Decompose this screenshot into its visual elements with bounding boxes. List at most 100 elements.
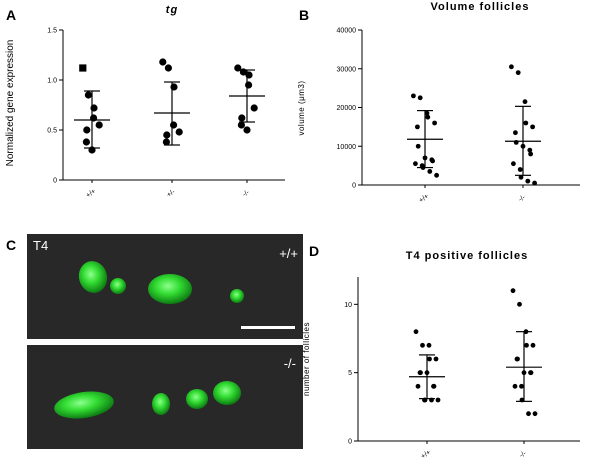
data-point	[431, 383, 437, 389]
x-tick-label: +/-	[166, 188, 177, 199]
data-point	[511, 161, 516, 167]
data-point	[175, 128, 183, 136]
data-point	[90, 104, 98, 112]
follicle-blob	[186, 389, 208, 409]
data-point	[162, 138, 170, 146]
follicle-blob	[213, 381, 241, 405]
data-point	[415, 124, 420, 130]
data-point	[518, 174, 524, 180]
data-point	[159, 58, 167, 66]
x-tick-label: -/-	[241, 189, 251, 199]
data-point	[532, 411, 538, 417]
data-point	[523, 329, 529, 335]
y-tick-label: 1.0	[47, 78, 57, 85]
data-point	[519, 397, 525, 403]
follicle-blob	[54, 391, 114, 419]
data-point	[523, 120, 529, 126]
x-tick-label: +/+	[418, 193, 430, 205]
data-point	[420, 342, 425, 348]
follicles-top	[78, 261, 244, 304]
chart-title: T4 positive follicles	[406, 250, 528, 262]
panel-letter-b: B	[299, 7, 309, 23]
chart-b: Volume follicles volume (μm3) 0 10000 20000 3…	[297, 1, 580, 205]
y-tick-label: 40000	[337, 28, 357, 35]
data-point	[524, 342, 529, 348]
data-point	[520, 143, 526, 149]
x-tick-label: +/+	[420, 449, 432, 461]
y-tick-label: 30000	[337, 66, 357, 73]
data-point	[90, 114, 98, 122]
chart-title: tg	[166, 4, 178, 16]
data-point	[434, 172, 439, 178]
panel-letter-d: D	[309, 243, 319, 259]
data-point	[170, 121, 178, 129]
x-tick-label: +/+	[85, 188, 97, 200]
y-tick-label: 0	[53, 178, 57, 185]
y-axis-label: volume (μm3)	[297, 80, 306, 135]
data-point	[420, 165, 426, 170]
chart-a: tg Normalized gene expression 0 0.5 1.0 1.5 +/…	[5, 4, 285, 200]
y-tick-label: 10	[344, 302, 352, 309]
y-axis-label: number of follicles	[302, 322, 311, 396]
data-point	[170, 83, 178, 91]
data-point	[432, 120, 437, 126]
y-tick-label: 1.5	[47, 28, 57, 35]
y-tick-label: 10000	[337, 144, 357, 151]
data-point	[413, 329, 419, 335]
micro-label-ko: -/-	[284, 356, 296, 371]
data-point	[417, 95, 423, 101]
data-point	[433, 356, 439, 362]
data-point	[424, 110, 430, 116]
data-point	[515, 70, 521, 76]
y-tick-label: 5	[348, 370, 352, 377]
data-point	[425, 114, 431, 120]
data-point	[513, 130, 518, 136]
data-point	[530, 124, 535, 130]
data-point	[526, 411, 531, 417]
data-point	[429, 397, 434, 403]
data-point	[239, 68, 247, 76]
data-point	[250, 104, 258, 112]
scale-bar	[241, 326, 295, 329]
y-tick-label: 0.5	[47, 128, 57, 135]
data-point	[411, 93, 416, 99]
data-point	[517, 167, 523, 172]
data-point	[418, 370, 423, 376]
data-point	[424, 370, 430, 376]
data-point	[83, 126, 91, 134]
x-tick-label: -/-	[518, 450, 528, 460]
chart-title: Volume follicles	[431, 1, 530, 13]
data-point	[528, 151, 533, 157]
y-tick-label: 0	[348, 439, 352, 446]
micro-label-wt: +/+	[279, 246, 298, 261]
data-point	[163, 131, 171, 139]
data-point	[245, 81, 253, 89]
data-point	[509, 64, 514, 70]
data-point	[435, 397, 441, 403]
data-point	[528, 370, 534, 376]
data-point	[415, 383, 421, 389]
data-point	[422, 397, 428, 403]
data-point	[243, 126, 251, 134]
follicle-blob	[152, 393, 170, 415]
data-point	[521, 370, 527, 376]
data-point	[88, 146, 96, 154]
data-point	[79, 64, 87, 72]
follicle-blob	[78, 261, 108, 293]
data-point	[527, 147, 533, 153]
data-point	[238, 114, 246, 122]
data-point	[512, 383, 518, 389]
follicle-blob	[110, 278, 126, 294]
data-point	[234, 64, 242, 72]
data-point	[164, 64, 172, 72]
data-point	[532, 180, 537, 186]
data-point	[519, 383, 524, 389]
follicles-bottom	[54, 381, 241, 419]
data-point	[413, 161, 418, 167]
data-point	[95, 121, 103, 129]
microscopy-panel: T4 +/+ -/-	[27, 234, 303, 449]
y-axis-label: Normalized gene expression	[5, 40, 16, 167]
data-point	[517, 301, 522, 307]
data-point	[522, 99, 528, 105]
